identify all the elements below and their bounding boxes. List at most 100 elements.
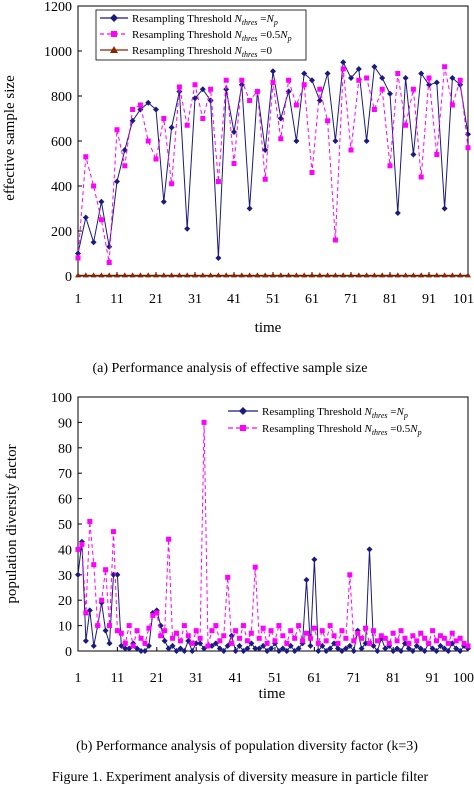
chart-b-series-1-point — [279, 645, 286, 652]
chart-a-x-axis-label: time — [255, 320, 282, 336]
chart-b-series-2-point — [410, 633, 416, 639]
chart-b-series-2-point — [284, 640, 290, 646]
chart-a-series-1-point — [340, 59, 347, 66]
chart-b-legend-label-1: Resampling Threshold Nthres =Np — [262, 406, 408, 420]
chart-a-series-3-point — [262, 272, 269, 278]
chart-a-x-tick-label: 91 — [422, 292, 436, 307]
chart-a-series-3-point — [348, 272, 354, 278]
chart-b-y-ticks: 0 10 20 30 40 50 60 70 80 90 100 — [51, 391, 82, 660]
figure-caption: Figure 1. Experiment analysis of diversi… — [52, 770, 429, 785]
chart-a-series-2-point — [98, 217, 104, 223]
chart-b-series-2-point — [256, 635, 262, 641]
chart-a-series-1-point — [410, 151, 417, 158]
chart-a-series-2-point — [122, 163, 128, 169]
chart-a-series-1-point — [324, 70, 331, 77]
chart-a-legend-box — [95, 9, 307, 61]
chart-b-series-2-point — [453, 638, 459, 644]
chart-b-series-1-point — [358, 645, 365, 652]
chart-a-series-1-point — [90, 239, 97, 246]
chart-b-series-2-point — [465, 643, 471, 649]
chart-a-series-2-point — [247, 98, 253, 103]
chart-a-x-tick-label: 31 — [188, 292, 202, 307]
chart-b-y-tick-label: 50 — [58, 518, 72, 533]
chart-a-series-2-point — [83, 154, 89, 160]
chart-b-series — [75, 419, 471, 654]
chart-a-series-3-point — [246, 272, 253, 278]
chart-a-series-1-point — [98, 198, 105, 205]
chart-a-series-1-point — [192, 95, 198, 102]
chart-b-series-2-point — [296, 623, 302, 629]
chart-b-series-2-point — [327, 623, 333, 629]
chart-a-series-1-point — [215, 255, 222, 261]
chart-b-x-tick-label: 81 — [386, 671, 400, 686]
chart-a-x-tick-label: 21 — [149, 292, 163, 307]
chart-b-series-2-point — [248, 630, 254, 636]
chart-b-series-1-point — [311, 556, 318, 563]
chart-a-caption: (a) Performance analysis of effective sa… — [93, 361, 368, 376]
chart-a-series-3-point — [137, 272, 144, 278]
chart-b-series-1-point — [445, 648, 452, 654]
chart-b-y-tick-label: 20 — [58, 594, 72, 609]
chart-b-series-1-point — [220, 648, 227, 654]
chart-a-series — [75, 59, 471, 278]
chart-b-series-2-point — [418, 630, 424, 636]
chart-b-series-2-point — [142, 640, 148, 646]
chart-a-legend: Resampling Threshold Nthres =Np Resampli… — [95, 9, 307, 61]
chart-b-series-2-point — [430, 628, 436, 634]
chart-b-series-2-point — [367, 640, 373, 646]
chart-b-y-tick-label: 40 — [58, 543, 72, 558]
chart-b-series-2-point — [414, 638, 420, 644]
chart-b-series-2-point — [244, 638, 250, 644]
chart-a-series-3-point — [238, 272, 245, 278]
chart-b-series-2-point — [185, 633, 191, 639]
chart-b-series-2-point — [158, 633, 164, 639]
chart-a-series-1-point — [402, 75, 409, 81]
chart-b-series-2-point — [225, 574, 231, 580]
chart-b-series-2-point — [122, 640, 128, 646]
chart-a-series-3-point — [277, 272, 284, 278]
chart-b-y-tick-label: 0 — [65, 645, 72, 660]
chart-a-series-3-point — [426, 272, 432, 278]
chart-a-series-3-point — [301, 272, 308, 278]
chart-b-series-2-point — [229, 640, 235, 646]
chart-b-series-2-point — [201, 419, 207, 425]
chart-a-series-2-point — [301, 82, 307, 88]
chart-a-series-1-point — [277, 115, 284, 122]
chart-b-series-2-point — [457, 635, 463, 641]
chart-a-series-1-point — [223, 86, 230, 93]
chart-b-series-1-point — [161, 637, 168, 644]
chart-a-x-tick-label: 81 — [383, 292, 397, 307]
chart-a-series-2-point — [270, 80, 276, 85]
chart-b-series-1-point — [75, 571, 81, 578]
chart-b-series-1-point — [102, 627, 109, 634]
chart-b-series-2-point — [437, 633, 443, 639]
chart-b-series-2-point — [252, 564, 258, 570]
chart-a-series-2-point — [130, 107, 136, 112]
chart-a-series-3-point — [215, 272, 222, 278]
chart-b-series-2-point — [95, 623, 101, 629]
chart-a-series-2-point — [161, 116, 167, 121]
chart-b-series-2-point — [276, 623, 282, 629]
chart-b-series-1-point — [413, 642, 420, 649]
chart-a-series-3-point — [402, 272, 409, 278]
chart-a-series-2-point — [223, 77, 229, 83]
chart-a-x-tick-label: 11 — [110, 292, 123, 307]
chart-a-x-tick-label: 101 — [453, 292, 474, 307]
chart-b-x-tick-label: 1 — [75, 671, 82, 686]
chart-b-series-2-point — [99, 597, 105, 603]
chart-b-x-tick-label: 71 — [347, 671, 361, 686]
chart-a-series-3-point — [168, 272, 175, 278]
chart-a-y-tick-label: 200 — [51, 225, 72, 240]
chart-b-series-1-point — [315, 648, 322, 654]
chart-a-series-2-point — [176, 84, 182, 90]
chart-b-series-1-point — [335, 645, 341, 652]
chart-b-series-2-point — [319, 628, 325, 634]
chart-a-series-1-point — [355, 66, 362, 72]
chart-b-series-1-point — [346, 642, 353, 649]
chart-b-series-2-point — [103, 567, 109, 573]
chart-a-series-1-point — [457, 81, 464, 88]
chart-b-series-1-point — [441, 645, 448, 652]
chart-b-series-1-point — [457, 648, 464, 654]
chart-b-series-2-point — [311, 625, 317, 631]
chart-a-series-2-point — [325, 118, 331, 124]
